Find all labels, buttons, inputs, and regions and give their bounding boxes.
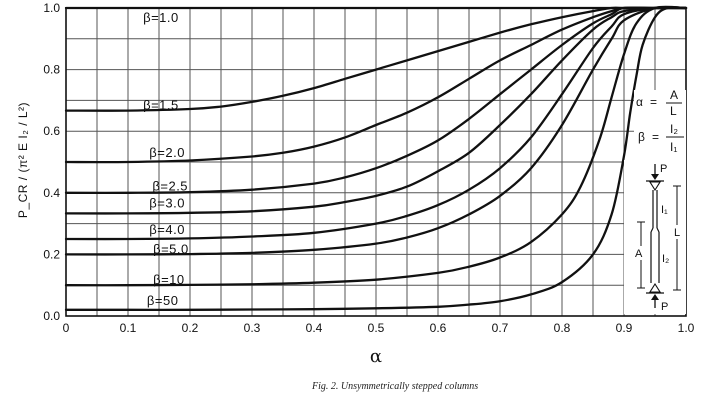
curve-label: β=2.5 [152,179,188,194]
alpha-equals: = [650,95,657,109]
curve-label: β=1.0 [143,10,179,25]
x-axis-title: α [370,346,382,367]
dim-a-label: A [635,248,643,260]
y-tick-label: 0.6 [43,124,60,138]
y-tick-label: 1.0 [43,1,60,15]
load-arrowhead-top [651,174,659,180]
column-step-right [656,227,660,233]
curve-label: β=4.0 [149,222,185,237]
x-tick-label: 0.5 [368,321,385,335]
x-tick-labels: 0 0.1 0.2 0.3 0.4 0.5 0.6 0.7 0.8 0.9 1.0 [63,321,695,335]
y-tick-label: 0.0 [43,309,60,323]
legend-definitions: α = A L β = I₂ I₁ [634,88,686,160]
y-tick-labels: 0.0 0.2 0.4 0.6 0.8 1.0 [43,1,60,323]
y-tick-label: 0.2 [43,247,60,261]
y-tick-label: 0.8 [43,63,60,77]
x-tick-label: 0.9 [616,321,633,335]
y-tick-label: 0.4 [43,186,60,200]
x-tick-label: 0.2 [182,321,199,335]
load-label-bottom: P [661,301,668,313]
x-tick-label: 0.7 [492,321,509,335]
series-line [64,6,688,215]
x-tick-label: 0.3 [244,321,261,335]
beta-denominator: I₁ [670,140,677,154]
column-step-left [650,227,654,233]
x-tick-label: 0.1 [120,321,137,335]
dim-l-label: L [674,227,680,239]
series-line [64,6,688,164]
x-tick-label: 0.4 [306,321,323,335]
curve-label: β=2.0 [149,145,185,160]
x-tick-label: 0 [63,321,70,335]
x-tick-label: 0.8 [554,321,571,335]
load-label-top: P [660,163,667,175]
x-tick-label: 0.6 [430,321,447,335]
beta-equals: = [652,130,659,144]
series-line [64,6,688,311]
curve-label: β=1.5 [143,97,179,112]
curve-labels: β=1.0 β=1.5 β=2.0 β=2.5β=3.0 β=4.0 β=5.0 β=10 β… [143,10,189,308]
figure-caption: Fig. 2. Unsymmetrically stepped columns [311,381,478,392]
curve-label: β=5.0 [153,241,189,256]
beta-symbol: β [638,130,645,144]
moment-of-inertia-lower: I₂ [662,253,669,265]
x-tick-label: 1.0 [678,321,695,335]
curve-label: β=3.0 [149,195,185,210]
series-line [64,6,688,241]
beta-numerator: I₂ [670,122,678,136]
column-schematic: P P I₁ I₂ A L [624,160,686,314]
curve-label: β=50 [147,293,179,308]
series-line [64,6,688,194]
pin-top [649,181,661,192]
alpha-numerator: A [670,88,678,102]
load-arrowhead-bottom [651,294,659,300]
alpha-denominator: L [670,104,677,118]
y-axis-title: P_CR / (π² E I₂ / L²) [16,102,30,218]
series-line [64,5,688,256]
series-line [64,5,688,287]
curve-label: β=10 [153,272,185,287]
pin-bottom [649,282,661,293]
moment-of-inertia-upper: I₁ [661,204,668,216]
alpha-symbol: α [636,95,643,109]
